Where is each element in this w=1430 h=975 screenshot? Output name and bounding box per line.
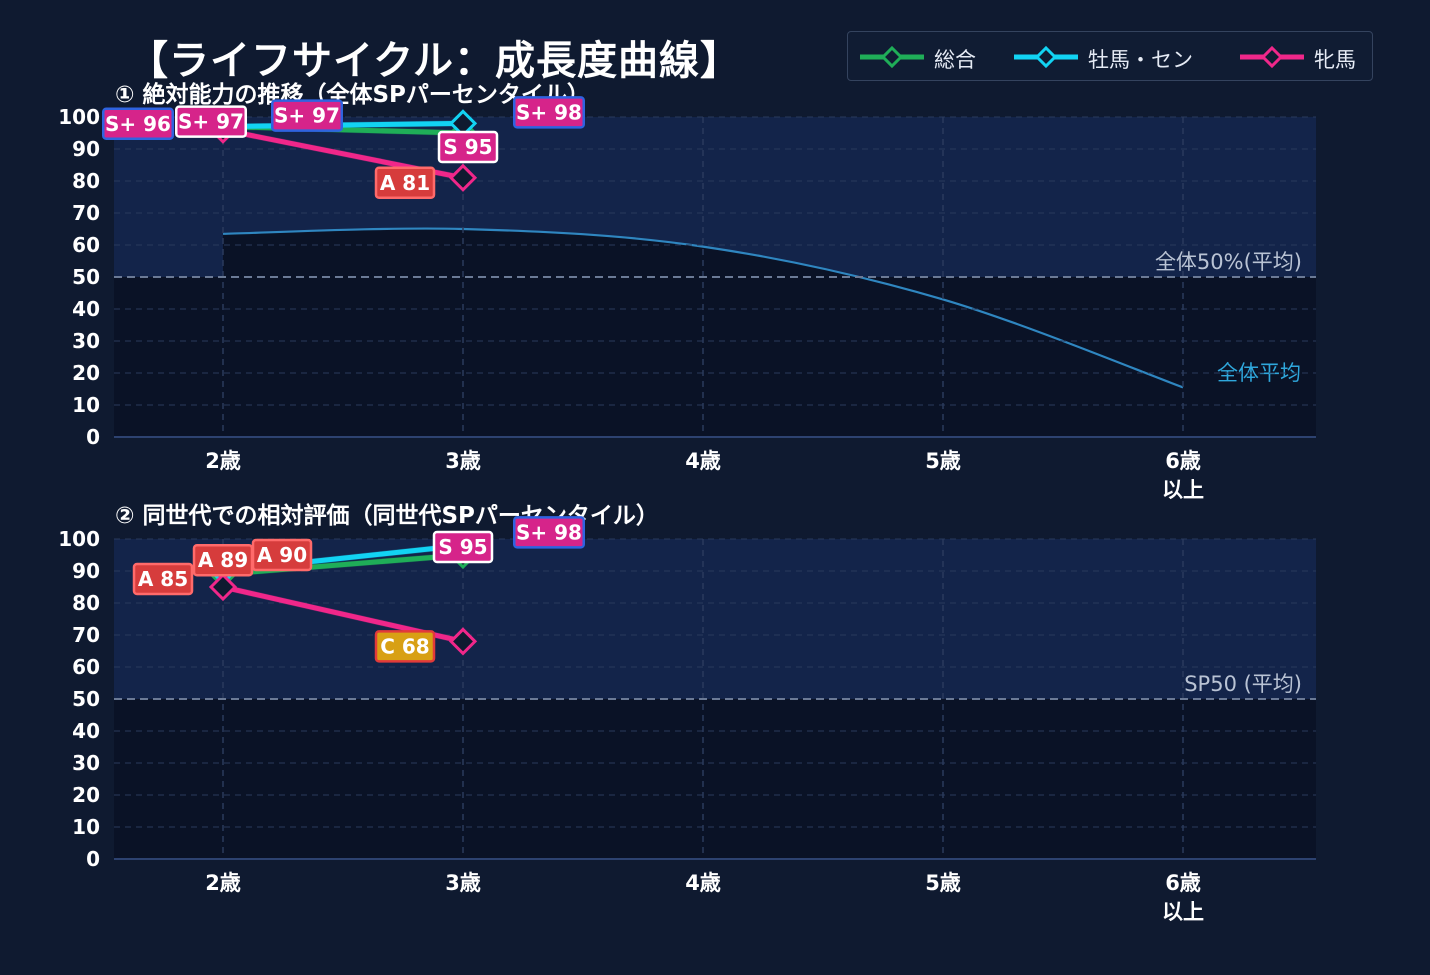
y-tick-label: 10 bbox=[72, 393, 100, 417]
legend-swatch-female bbox=[1240, 45, 1304, 69]
series-marker bbox=[208, 572, 238, 602]
x-tick-label: 3歳 bbox=[445, 449, 481, 473]
y-tick-label: 90 bbox=[72, 137, 100, 161]
data-label: S 95 bbox=[437, 130, 499, 164]
x-tick-label: 2歳 bbox=[205, 449, 241, 473]
y-tick-label: 50 bbox=[72, 687, 100, 711]
plot-band-lower bbox=[114, 699, 1316, 859]
legend-label-female: 牝馬 bbox=[1314, 48, 1356, 72]
data-label-box bbox=[132, 562, 194, 596]
data-label-text: S+ 97 bbox=[274, 104, 340, 128]
data-label-text: A 81 bbox=[380, 171, 430, 195]
data-label-box bbox=[374, 166, 436, 200]
x-tick-label: 6歳 bbox=[1165, 871, 1201, 895]
y-tick-label: 30 bbox=[72, 329, 100, 353]
data-label-box bbox=[437, 130, 499, 164]
y-tick-label: 10 bbox=[72, 815, 100, 839]
x-tick-label: 以上 bbox=[1162, 478, 1204, 502]
data-label: S+ 97 bbox=[271, 99, 343, 132]
data-label: S 95 bbox=[432, 530, 494, 564]
data-label-box bbox=[175, 105, 247, 138]
data-label: C 68 bbox=[374, 630, 436, 663]
reference-line-label: SP50 (平均) bbox=[1184, 672, 1302, 696]
x-tick-label: 5歳 bbox=[925, 449, 961, 473]
x-tick-label: 2歳 bbox=[205, 871, 241, 895]
data-label: S+ 98 bbox=[513, 96, 585, 129]
x-tick-label: 6歳 bbox=[1165, 449, 1201, 473]
reference-line-label: 全体50%(平均) bbox=[1155, 250, 1302, 274]
data-label: S+ 96 bbox=[102, 107, 174, 141]
legend-swatch-total bbox=[860, 45, 924, 69]
y-tick-label: 80 bbox=[72, 591, 100, 615]
data-label-text: S+ 98 bbox=[516, 100, 582, 124]
data-label: S+ 97 bbox=[175, 105, 247, 138]
y-tick-label: 20 bbox=[72, 783, 100, 807]
legend: 総合 牡馬・セン 牝馬 bbox=[847, 31, 1373, 81]
series-marker bbox=[448, 163, 478, 192]
y-tick-label: 20 bbox=[72, 361, 100, 385]
plot-right-lower bbox=[1183, 277, 1316, 437]
data-label-box bbox=[374, 630, 436, 663]
data-label: A 85 bbox=[132, 562, 194, 596]
data-label: A 89 bbox=[192, 543, 254, 577]
x-tick-label: 4歳 bbox=[685, 449, 721, 473]
x-tick-label: 3歳 bbox=[445, 871, 481, 895]
y-tick-label: 60 bbox=[72, 655, 100, 679]
y-tick-label: 80 bbox=[72, 169, 100, 193]
data-label-text: A 90 bbox=[257, 543, 307, 567]
data-label-text: C 68 bbox=[380, 634, 429, 658]
x-tick-label: 5歳 bbox=[925, 871, 961, 895]
data-label-text: A 85 bbox=[138, 567, 188, 591]
x-tick-label: 4歳 bbox=[685, 871, 721, 895]
data-label-box bbox=[271, 99, 343, 132]
y-tick-label: 90 bbox=[72, 559, 100, 583]
data-label-box bbox=[513, 96, 585, 129]
data-label-box bbox=[251, 538, 313, 572]
y-tick-label: 30 bbox=[72, 751, 100, 775]
page-title: 【ライフサイクル：成長度曲線】 bbox=[128, 38, 741, 84]
y-tick-label: 0 bbox=[86, 847, 100, 871]
y-tick-label: 0 bbox=[86, 425, 100, 449]
y-tick-label: 70 bbox=[72, 201, 100, 225]
legend-swatch-male bbox=[1014, 45, 1078, 69]
data-label-text: S+ 98 bbox=[516, 520, 582, 544]
data-label: A 90 bbox=[251, 538, 313, 572]
chart-2: SP50 (平均) 0 10 20 30 40 50 60 70 80 90 100 2歳 3歳 4歳 5歳 6… bbox=[58, 502, 1316, 924]
series-marker bbox=[448, 627, 478, 656]
y-tick-label: 100 bbox=[58, 527, 100, 551]
legend-label-male: 牡馬・セン bbox=[1088, 48, 1193, 72]
data-label: A 81 bbox=[374, 166, 436, 200]
legend-label-total: 総合 bbox=[934, 48, 976, 72]
data-label-text: S 95 bbox=[438, 535, 487, 559]
data-label-text: S+ 96 bbox=[105, 112, 171, 136]
data-label-text: S 95 bbox=[443, 135, 492, 159]
data-label-text: S+ 97 bbox=[178, 110, 244, 134]
data-label: S+ 98 bbox=[513, 516, 585, 549]
y-tick-label: 100 bbox=[58, 105, 100, 129]
y-tick-label: 60 bbox=[72, 233, 100, 257]
data-label-box bbox=[513, 516, 585, 549]
x-tick-label: 以上 bbox=[1162, 900, 1204, 924]
average-curve-line bbox=[222, 227, 1184, 389]
data-label-box bbox=[432, 530, 494, 564]
data-label-text: A 89 bbox=[198, 548, 248, 572]
y-tick-label: 40 bbox=[72, 297, 100, 321]
y-tick-label: 70 bbox=[72, 623, 100, 647]
y-tick-label: 40 bbox=[72, 719, 100, 743]
chart-subtitle: ① 絶対能力の推移（全体SPパーセンタイル） bbox=[115, 81, 590, 108]
data-label-box bbox=[102, 107, 174, 141]
y-tick-label: 50 bbox=[72, 265, 100, 289]
